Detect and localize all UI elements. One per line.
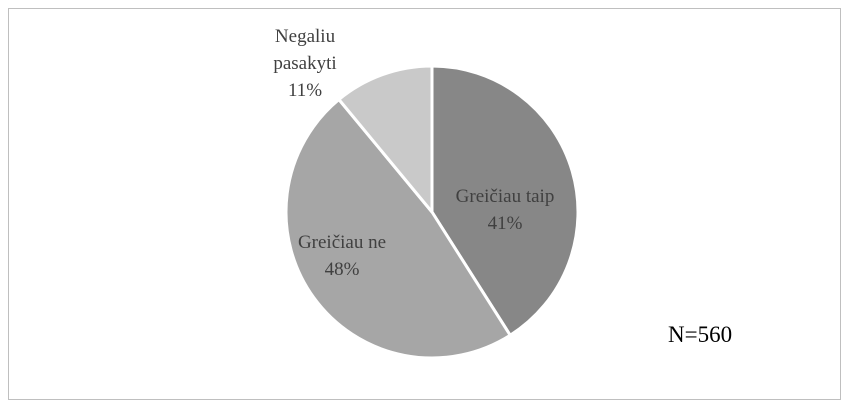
slice-value-label: 11% [287,80,323,101]
slice-label: Negaliu pasakyti 11% [255,23,355,104]
slice-value-label: 48% [324,259,360,280]
pie-slice [337,64,434,214]
annotation: N=560 [668,322,733,347]
slice-label: Greičiau ne 48% [272,229,412,283]
slice-category: Negaliu pasakyti [273,26,337,74]
pie-slice [284,98,512,360]
slice-value-label: 41% [487,213,523,234]
slice-category: Greičiau taip [455,186,555,207]
slice-label: Greičiau taip 41% [435,183,575,237]
slice-category: Greičiau ne [297,232,387,253]
